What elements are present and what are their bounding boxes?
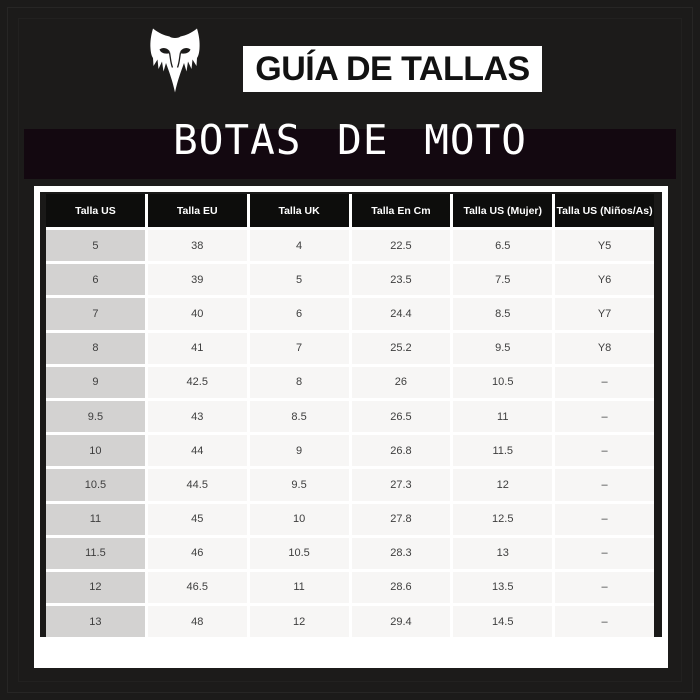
table-header-cell: Talla En Cm: [351, 194, 451, 227]
table-cell: 26.8: [351, 435, 451, 467]
table-cell: –: [555, 435, 654, 467]
table-cell: 11.5: [46, 537, 145, 569]
table-cell: 13: [453, 537, 553, 569]
table-cell: 28.3: [351, 537, 451, 569]
table-cell: 8: [249, 366, 349, 398]
table-header-cell: Talla EU: [147, 194, 247, 227]
table-cell: 40: [147, 298, 247, 330]
table-cell: 25.2: [351, 332, 451, 364]
table-header-cell: Talla US (Niños/As): [555, 194, 654, 227]
table-cell: –: [555, 469, 654, 501]
table-cell: 7: [46, 298, 145, 330]
table-cell: 26.5: [351, 400, 451, 433]
table-cell: 29.4: [351, 606, 451, 638]
table-cell: 45: [147, 503, 247, 535]
table-cell: 14.5: [453, 606, 553, 638]
table-cell: Y5: [555, 230, 654, 262]
table-cell: 12: [453, 469, 553, 501]
table-cell: 27.3: [351, 469, 451, 501]
table-cell: 12: [249, 606, 349, 638]
table-cell: 5: [46, 230, 145, 262]
table-cell: 9.5: [249, 469, 349, 501]
table-cell: 12.5: [453, 503, 553, 535]
size-table-mat: Talla US Talla EU Talla UK Talla En Cm Talla…: [40, 192, 662, 638]
table-cell: 7: [249, 332, 349, 364]
table-cell: –: [555, 537, 654, 569]
table-header-cell: Talla US: [46, 194, 145, 227]
table-cell: 46.5: [147, 571, 247, 604]
table-header-cell: Talla US (Mujer): [453, 194, 553, 227]
table-cell: 10.5: [249, 537, 349, 569]
table-cell: 11: [249, 571, 349, 604]
table-cell: 22.5: [351, 230, 451, 262]
table-cell: 8: [46, 332, 145, 364]
table-cell: 9: [46, 366, 145, 398]
table-cell: 10: [249, 503, 349, 535]
table-cell: 46: [147, 537, 247, 569]
table-cell: 10.5: [453, 366, 553, 398]
table-cell: 13: [46, 606, 145, 638]
table-cell: 48: [147, 606, 247, 638]
table-cell: 13.5: [453, 571, 553, 604]
table-cell: 7.5: [453, 264, 553, 296]
table-cell: 5: [249, 264, 349, 296]
table-cell: 41: [147, 332, 247, 364]
guide-title: GUÍA DE TALLAS: [255, 49, 530, 88]
table-cell: –: [555, 366, 654, 398]
table-cell: 6: [249, 298, 349, 330]
table-cell: 11: [453, 400, 553, 433]
table-cell: 44.5: [147, 469, 247, 501]
table-cell: 24.4: [351, 298, 451, 330]
guide-title-box: GUÍA DE TALLAS: [243, 46, 542, 92]
table-cell: 8.5: [453, 298, 553, 330]
table-cell: 43: [147, 400, 247, 433]
size-table: Talla US Talla EU Talla UK Talla En Cm Talla…: [46, 194, 654, 638]
table-cell: Y8: [555, 332, 654, 364]
table-cell: 23.5: [351, 264, 451, 296]
table-cell: 9: [249, 435, 349, 467]
table-cell: –: [555, 606, 654, 638]
table-cell: 42.5: [147, 366, 247, 398]
table-cell: 44: [147, 435, 247, 467]
table-cell: 38: [147, 230, 247, 262]
table-cell: –: [555, 400, 654, 433]
table-cell: 26: [351, 366, 451, 398]
table-header-cell: Talla UK: [249, 194, 349, 227]
table-cell: 11.5: [453, 435, 553, 467]
table-cell: 9.5: [453, 332, 553, 364]
table-cell: –: [555, 503, 654, 535]
table-cell: 27.8: [351, 503, 451, 535]
fox-head-icon: [150, 28, 200, 93]
table-cell: 6.5: [453, 230, 553, 262]
table-cell: 4: [249, 230, 349, 262]
table-cell: 8.5: [249, 400, 349, 433]
table-cell: 9.5: [46, 400, 145, 433]
table-cell: 39: [147, 264, 247, 296]
section-title-bar: [24, 129, 676, 179]
table-cell: 10: [46, 435, 145, 467]
page-title: BOTAS DE MOTO: [173, 116, 527, 164]
table-cell: Y7: [555, 298, 654, 330]
table-cell: 28.6: [351, 571, 451, 604]
table-cell: 10.5: [46, 469, 145, 501]
table-cell: 11: [46, 503, 145, 535]
size-table-frame: Talla US Talla EU Talla UK Talla En Cm Talla…: [34, 186, 668, 668]
table-cell: Y6: [555, 264, 654, 296]
table-cell: –: [555, 571, 654, 604]
table-cell: 6: [46, 264, 145, 296]
table-cell: 12: [46, 571, 145, 604]
